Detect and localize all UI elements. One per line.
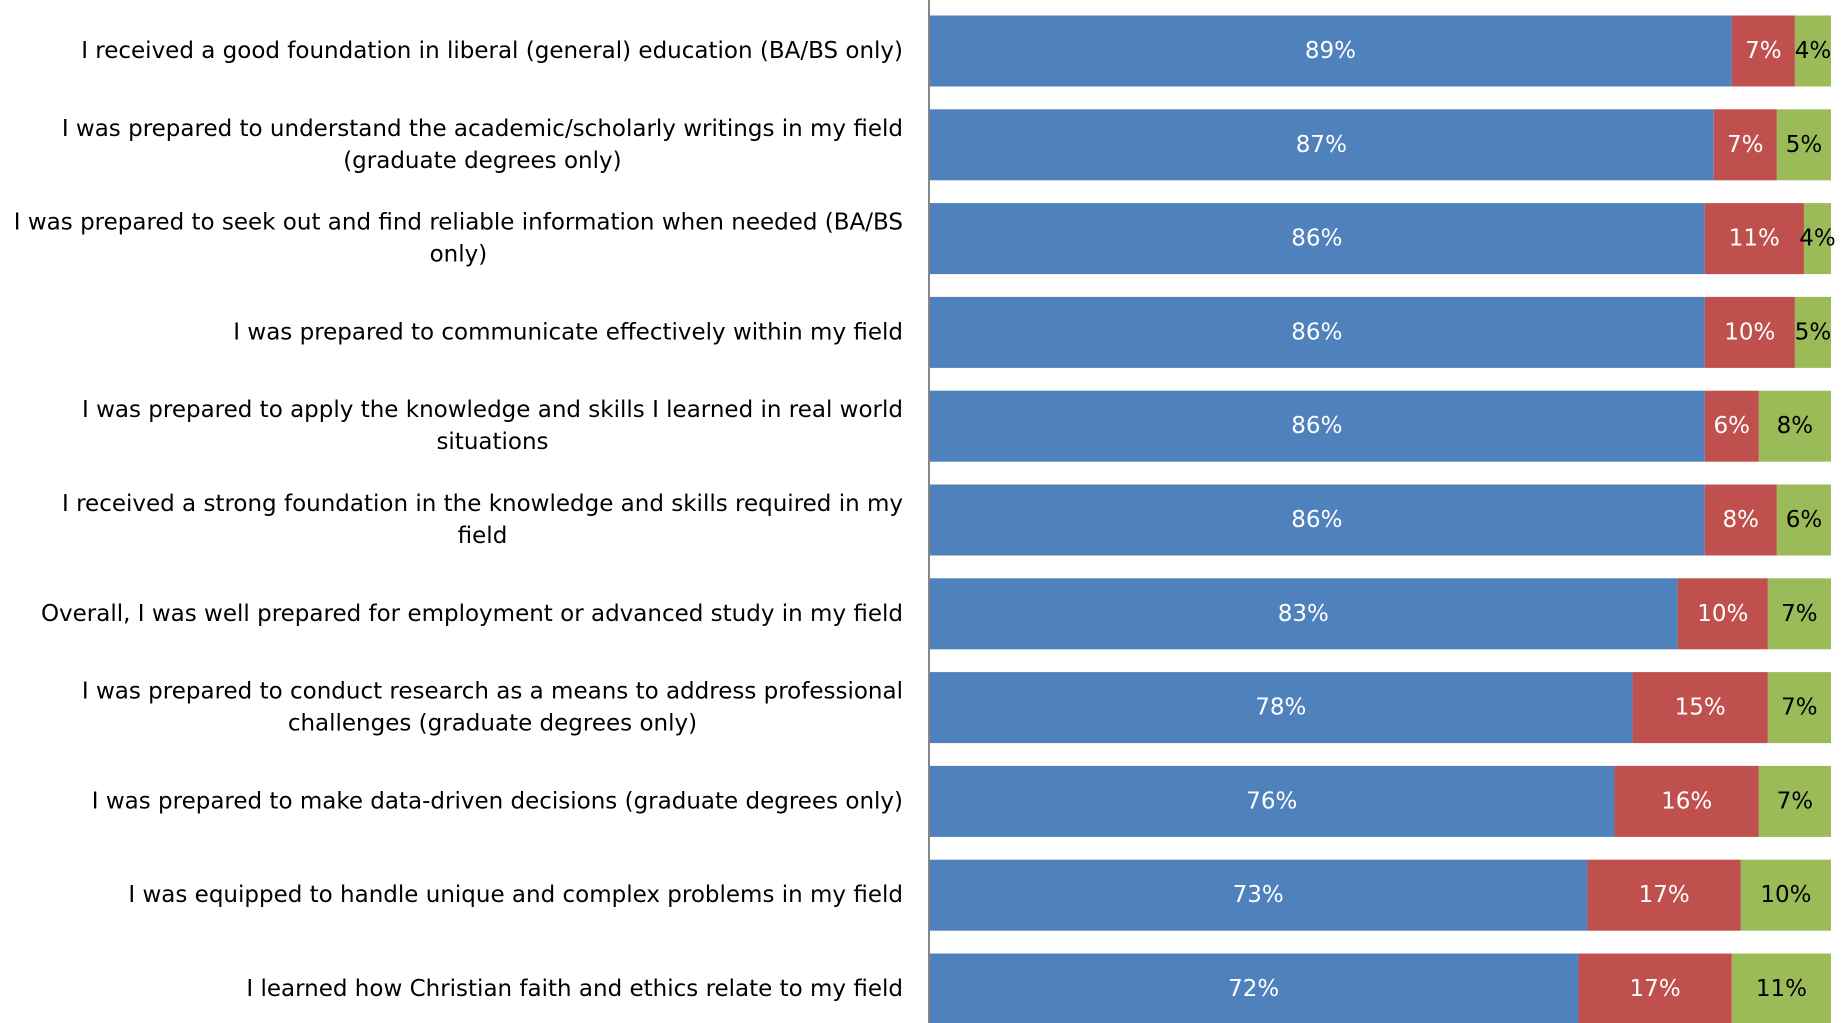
bar-segment-series-1-row-10 (929, 859, 1588, 931)
bar-segment-series-3-row-11 (1731, 953, 1831, 1023)
bar-segment-series-1-row-11 (929, 953, 1579, 1023)
bar-segment-series-2-row-6 (1704, 484, 1777, 556)
data-label-series-2-row-11: 17% (1630, 976, 1681, 1002)
data-label-series-2-row-9: 16% (1661, 788, 1712, 814)
bar-segment-series-1-row-9 (929, 765, 1615, 837)
data-label-series-2-row-10: 17% (1639, 882, 1690, 908)
bar-segment-series-2-row-9 (1614, 765, 1759, 837)
bar-segment-series-3-row-1 (1794, 15, 1831, 87)
bar-segment-series-3-row-9 (1758, 765, 1831, 837)
data-label-series-3-row-3: 4% (1799, 226, 1836, 252)
data-label-series-1-row-9: 76% (1246, 788, 1297, 814)
data-label-series-3-row-5: 8% (1777, 413, 1814, 439)
data-label-series-1-row-10: 73% (1233, 882, 1284, 908)
bar-segment-series-2-row-11 (1578, 953, 1732, 1023)
bar-segment-series-2-row-7 (1677, 578, 1768, 650)
bar-segment-series-3-row-5 (1758, 390, 1831, 462)
data-label-series-1-row-7: 83% (1278, 601, 1329, 627)
bar-segment-series-2-row-4 (1704, 296, 1795, 368)
bar-segment-series-1-row-8 (929, 672, 1633, 744)
data-label-series-3-row-9: 7% (1777, 788, 1814, 814)
data-label-series-3-row-2: 5% (1786, 132, 1823, 158)
bar-row-4: 86% 10% 5% (929, 296, 1832, 368)
data-label-series-3-row-4: 5% (1795, 319, 1832, 345)
data-label-series-2-row-6: 8% (1723, 507, 1760, 533)
bar-segment-series-3-row-6 (1776, 484, 1831, 556)
bar-row-5: 86% 6% 8% (929, 390, 1831, 462)
bar-segment-series-2-row-2 (1713, 109, 1777, 181)
bar-segment-series-2-row-1 (1731, 15, 1795, 87)
category-labels: I received a good foundation in liberal … (14, 38, 903, 1002)
bar-segment-series-3-row-10 (1740, 859, 1831, 931)
bars-layer: 89% 7% 4%87% 7% 5%86% 11% 4%86% 10% 5%86% 6% 8%86%… (929, 15, 1836, 1023)
bar-row-3: 86% 11% 4% (929, 203, 1836, 275)
bar-segment-series-1-row-1 (929, 15, 1732, 87)
data-label-series-2-row-1: 7% (1745, 38, 1782, 64)
bar-row-7: 83% 10% 7% (929, 578, 1831, 650)
bar-segment-series-3-row-7 (1767, 578, 1831, 650)
category-label-i-received-a-strong-foundation-in-the-kn: I received a strong foundation in the kn… (62, 491, 903, 549)
category-label-i-was-prepared-to-apply-the-knowledge-an: I was prepared to apply the knowledge an… (82, 397, 903, 455)
bar-segment-series-3-row-8 (1767, 672, 1831, 744)
category-label-i-was-equipped-to-handle-unique-and-comp: I was equipped to handle unique and comp… (128, 882, 903, 908)
data-label-series-3-row-8: 7% (1781, 695, 1818, 721)
bar-row-1: 89% 7% 4% (929, 15, 1832, 87)
bar-segment-series-2-row-8 (1632, 672, 1768, 744)
bar-row-10: 73% 17% 10% (929, 859, 1831, 931)
category-label-i-was-prepared-to-make-data-driven-decis: I was prepared to make data-driven decis… (92, 788, 903, 814)
data-label-series-3-row-10: 10% (1760, 882, 1811, 908)
bar-segment-series-3-row-4 (1794, 296, 1831, 368)
data-label-series-1-row-2: 87% (1296, 132, 1347, 158)
bar-segment-series-2-row-10 (1587, 859, 1741, 931)
data-label-series-2-row-3: 11% (1729, 226, 1780, 252)
data-label-series-1-row-4: 86% (1291, 319, 1342, 345)
bar-row-2: 87% 7% 5% (929, 109, 1831, 181)
data-label-series-1-row-5: 86% (1291, 413, 1342, 439)
bar-segment-series-1-row-3 (929, 203, 1705, 275)
category-label-overall-i-was-well-prepared-for-employme: Overall, I was well prepared for employm… (41, 601, 903, 627)
category-label-i-received-a-good-foundation-in-liberal-: I received a good foundation in liberal … (81, 38, 903, 64)
bar-segment-series-2-row-5 (1704, 390, 1759, 462)
bar-segment-series-1-row-2 (929, 109, 1714, 181)
data-label-series-1-row-11: 72% (1228, 976, 1279, 1002)
bar-row-8: 78% 15% 7% (929, 672, 1831, 744)
data-label-series-3-row-11: 11% (1756, 976, 1807, 1002)
data-label-series-2-row-7: 10% (1697, 601, 1748, 627)
category-label-i-was-prepared-to-communicate-effectivel: I was prepared to communicate effectivel… (233, 319, 903, 345)
data-label-series-2-row-4: 10% (1724, 319, 1775, 345)
bar-segment-series-2-row-3 (1704, 203, 1804, 275)
bar-row-11: 72% 17% 11% (929, 953, 1831, 1023)
bar-segment-series-1-row-7 (929, 578, 1678, 650)
data-label-series-2-row-2: 7% (1727, 132, 1764, 158)
bar-row-6: 86% 8% 6% (929, 484, 1831, 556)
category-label-i-was-prepared-to-conduct-research-as-a-: I was prepared to conduct research as a … (82, 679, 903, 737)
bar-segment-series-1-row-5 (929, 390, 1705, 462)
bar-row-9: 76% 16% 7% (929, 765, 1831, 837)
bar-segment-series-1-row-4 (929, 296, 1705, 368)
data-label-series-3-row-7: 7% (1781, 601, 1818, 627)
data-label-series-3-row-6: 6% (1786, 507, 1823, 533)
data-label-series-1-row-8: 78% (1255, 695, 1306, 721)
bar-segment-series-1-row-6 (929, 484, 1705, 556)
bar-segment-series-3-row-3 (1803, 203, 1831, 275)
category-label-i-was-prepared-to-seek-out-and-find-reli: I was prepared to seek out and find reli… (14, 210, 903, 268)
bar-segment-series-3-row-2 (1776, 109, 1831, 181)
data-label-series-1-row-1: 89% (1305, 38, 1356, 64)
data-label-series-2-row-5: 6% (1714, 413, 1751, 439)
data-label-series-1-row-3: 86% (1291, 226, 1342, 252)
data-label-series-3-row-1: 4% (1795, 38, 1832, 64)
data-label-series-1-row-6: 86% (1291, 507, 1342, 533)
category-label-i-was-prepared-to-understand-the-academi: I was prepared to understand the academi… (62, 116, 903, 174)
data-label-series-2-row-8: 15% (1675, 695, 1726, 721)
category-label-i-learned-how-christian-faith-and-ethics: I learned how Christian faith and ethics… (246, 976, 903, 1002)
